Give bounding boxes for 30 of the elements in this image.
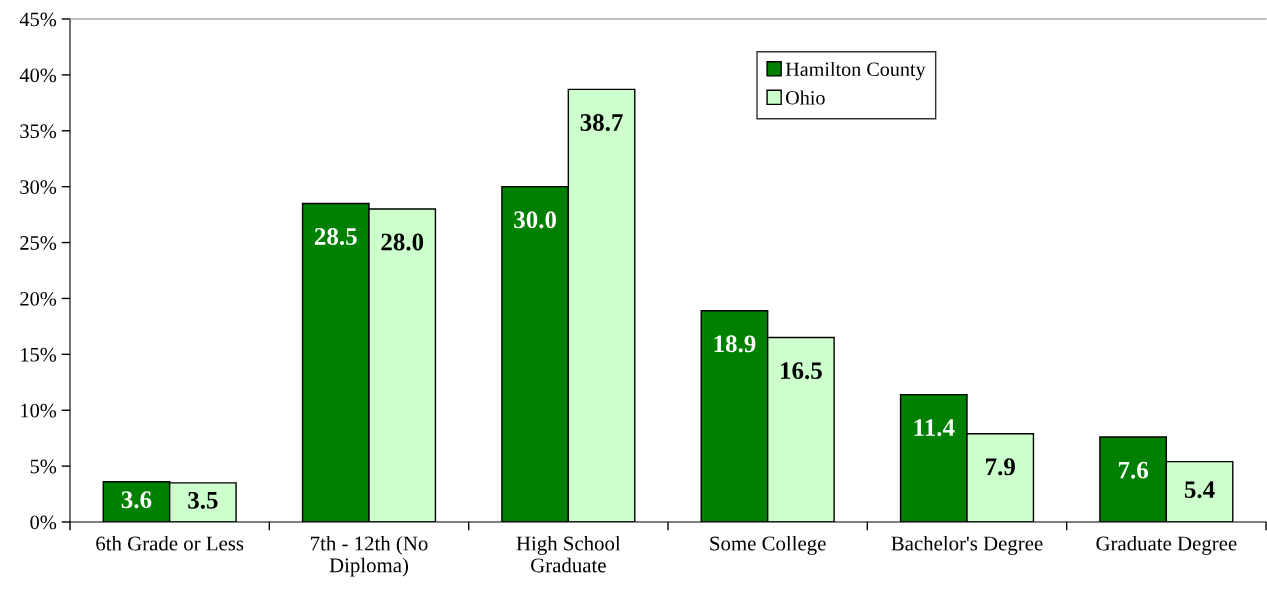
x-tick-label: Graduate Degree — [1096, 535, 1237, 555]
data-label: 18.9 — [714, 335, 756, 353]
y-tick-label: 30% — [20, 180, 57, 195]
data-label: 5.4 — [1184, 481, 1215, 499]
y-tick-label: 10% — [21, 403, 57, 418]
y-tick-label: 25% — [20, 236, 57, 250]
data-label: 3.6 — [121, 491, 152, 509]
y-tick-label: 35% — [20, 124, 57, 139]
legend-label: Ohio — [786, 90, 825, 105]
y-tick-label: 40% — [19, 68, 57, 83]
data-label: 7.6 — [1118, 461, 1149, 479]
data-label: 28.0 — [381, 233, 424, 251]
x-tick-label: Bachelor's Degree — [891, 535, 1043, 555]
x-tick-label: 7th - 12th (No Diploma) — [311, 535, 428, 577]
y-tick-label: 0% — [30, 515, 57, 530]
y-tick-label: 15% — [21, 347, 57, 362]
y-tick-label: 45% — [19, 12, 57, 27]
x-tick-label: 6th Grade or Less — [96, 535, 244, 551]
data-label: 16.5 — [781, 362, 822, 380]
legend-label: Hamilton County — [785, 61, 926, 81]
x-tick-label: Some College — [710, 535, 826, 555]
x-tick-label: High School Graduate — [516, 535, 621, 573]
y-tick-label: 5% — [30, 459, 57, 474]
data-label: 30.0 — [514, 211, 557, 229]
data-label: 28.5 — [314, 228, 357, 246]
data-label: 7.9 — [986, 458, 1015, 476]
data-label: 38.7 — [580, 114, 623, 131]
y-tick-label: 20% — [20, 291, 57, 306]
data-label: 11.4 — [914, 419, 955, 437]
data-label: 3.5 — [188, 491, 218, 509]
